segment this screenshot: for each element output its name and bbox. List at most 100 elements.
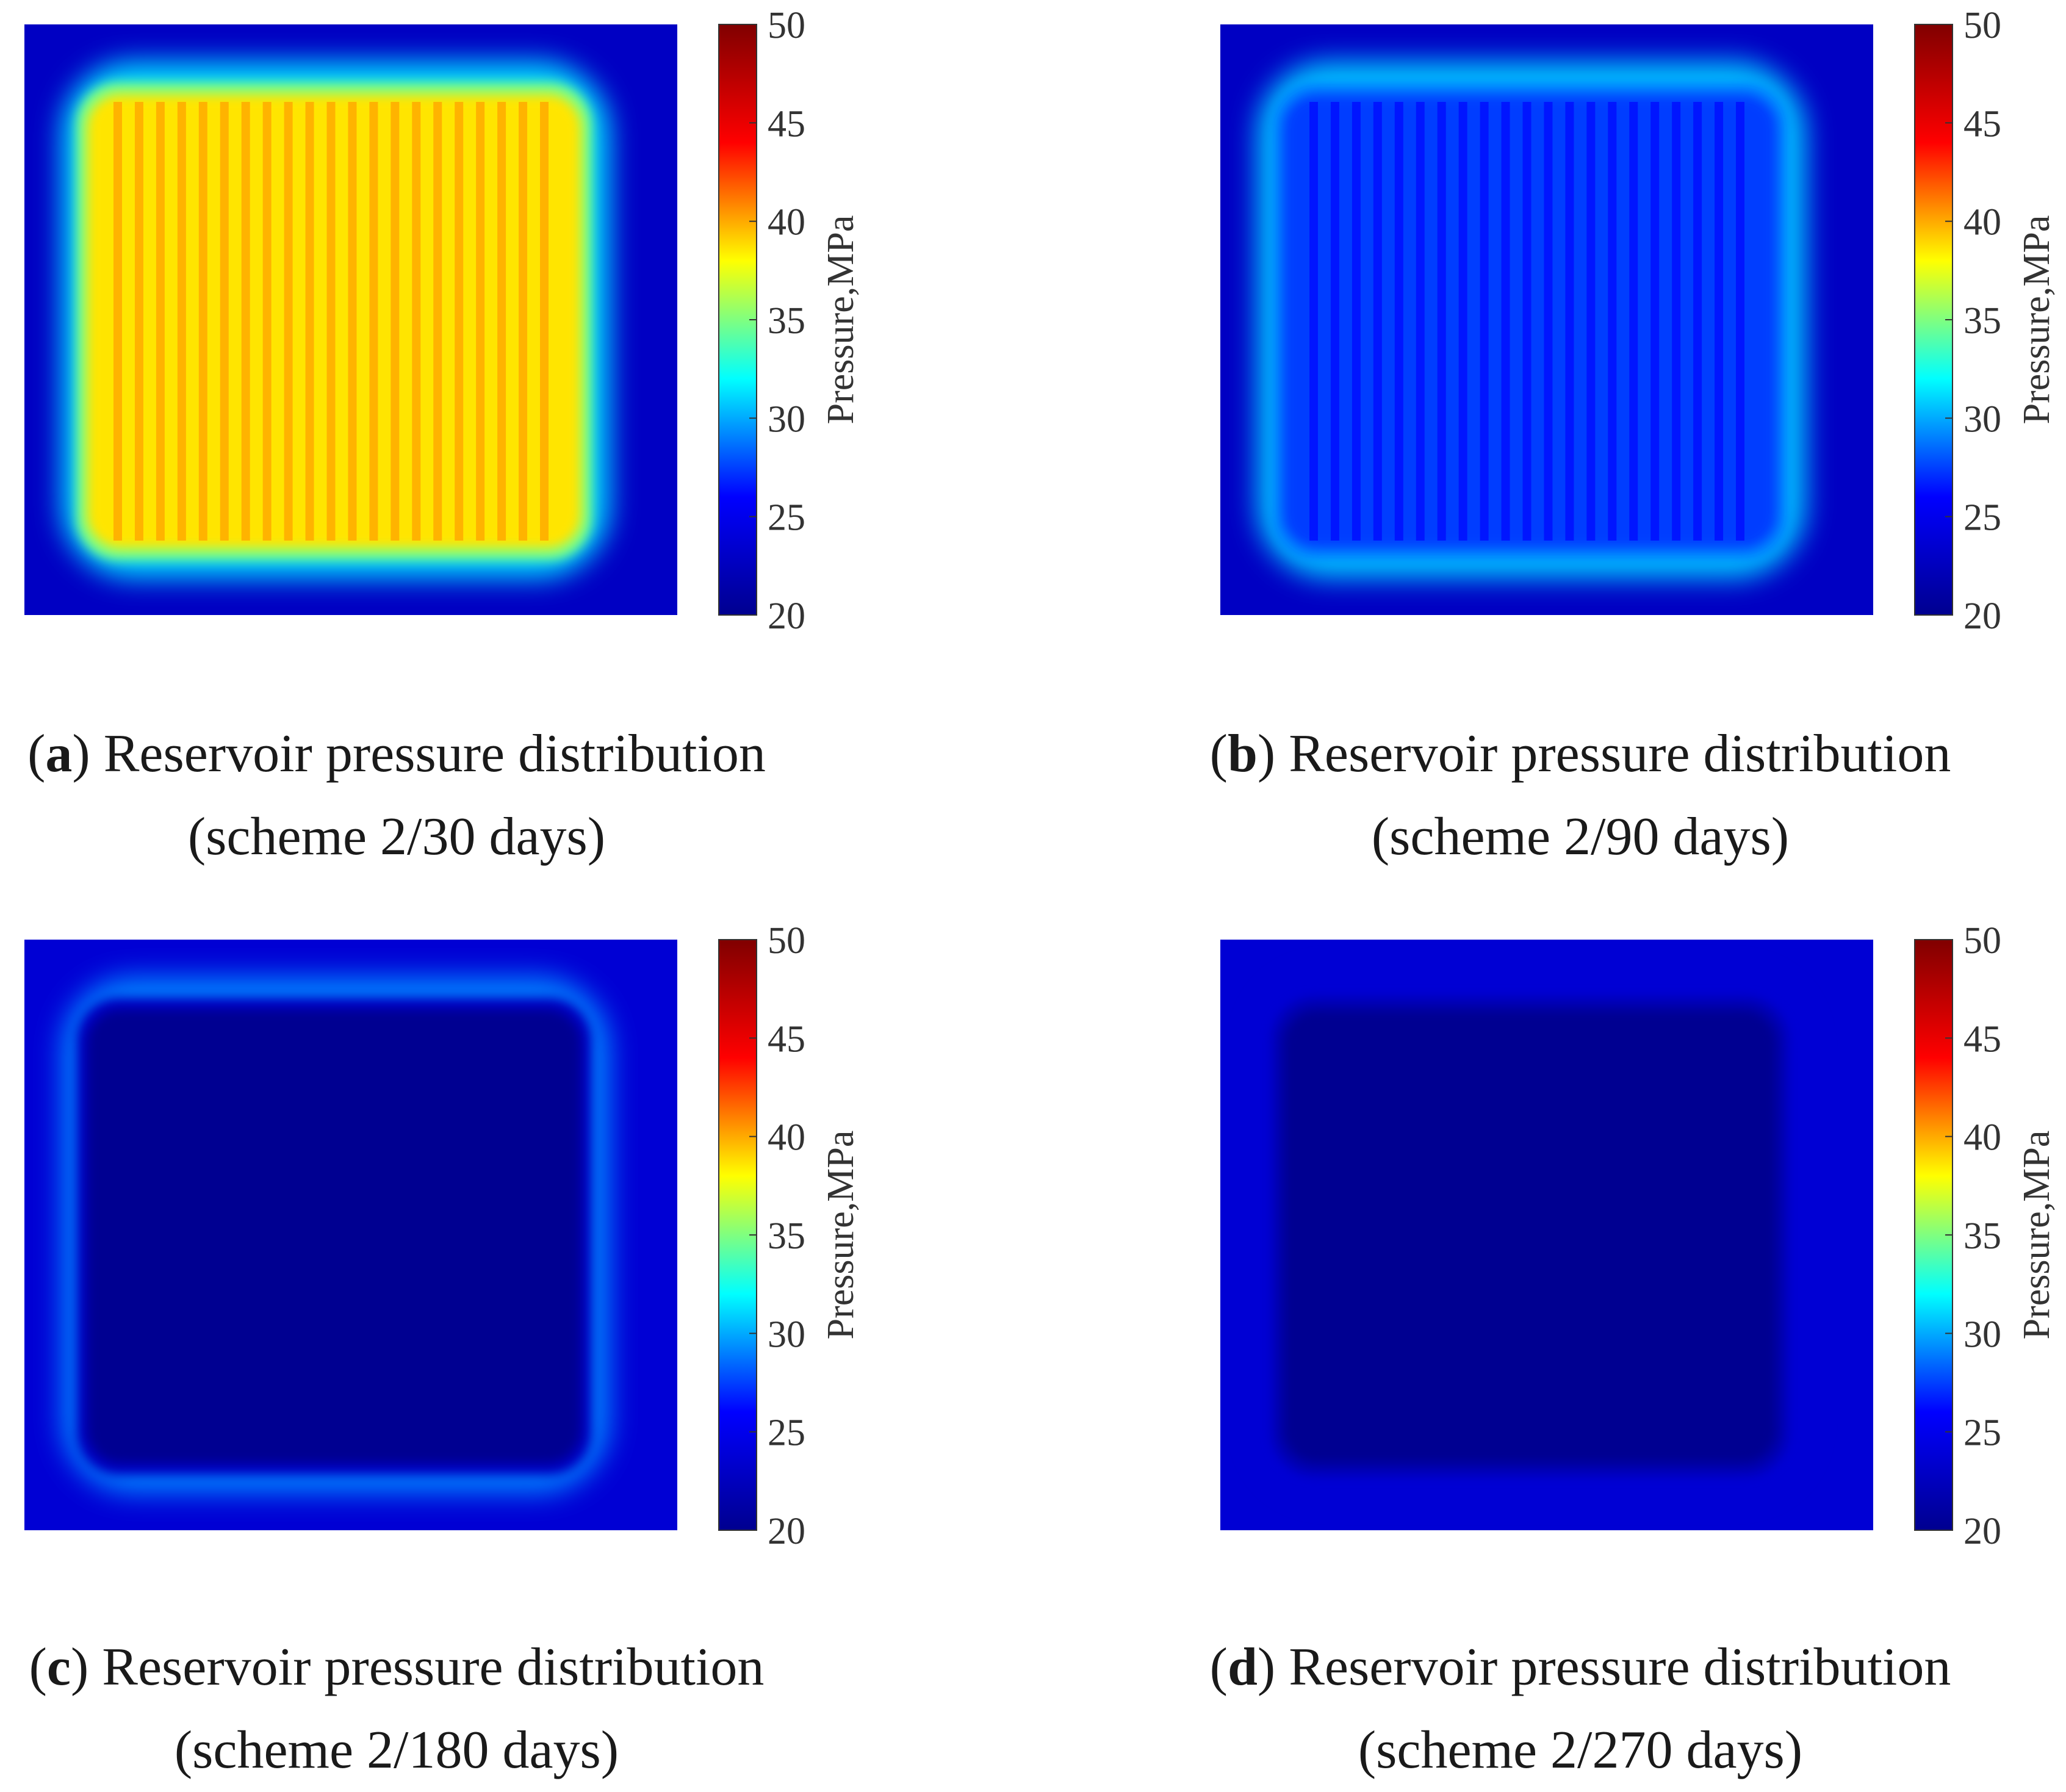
colorbar-tick-label: 40 — [768, 202, 805, 243]
fracture-stripe — [1693, 102, 1702, 541]
caption-a-line2: (scheme 2/30 days) — [187, 807, 606, 866]
panel-b: 50 45 40 35 30 25 20 Pressure,MPa (b) Reservoir… — [1196, 0, 2066, 891]
colorbar-label: Pressure,MPa — [2016, 1131, 2057, 1340]
fracture-stripe — [369, 102, 378, 541]
colorbar-tick-label: 20 — [1963, 1511, 2001, 1552]
colorbar-tick-label: 50 — [1963, 920, 2001, 962]
colorbar-tick-label: 45 — [768, 103, 805, 145]
colorbar-tick-label: 20 — [1963, 596, 2001, 637]
colorbar-tick-label: 40 — [1963, 202, 2001, 243]
caption-a-line1: (a) Reservoir pressure distribution — [27, 724, 766, 783]
fracture-stripe — [433, 102, 442, 541]
fracture-stripe — [156, 102, 165, 541]
colorbar-tick-label: 40 — [1963, 1117, 2001, 1159]
fracture-stripe — [1608, 102, 1617, 541]
caption-a-letter: a — [45, 724, 73, 783]
colorbar-tick-label: 35 — [768, 1215, 805, 1257]
colorbar-tick-label: 45 — [1963, 1018, 2001, 1060]
fracture-stripe — [1715, 102, 1724, 541]
colorbar-tick-label: 30 — [1963, 1314, 2001, 1355]
fracture-stripe — [241, 102, 250, 541]
panel-a: 50 45 40 35 30 25 20 Pressure,MPa (a) Reservoir… — [0, 0, 1033, 891]
fracture-stripe — [326, 102, 336, 541]
chart-d: 50 45 40 35 30 25 20 Pressure,MPa — [1220, 920, 2057, 1552]
caption-b-letter: b — [1227, 724, 1258, 783]
caption-b: (b) Reservoir pressure distribution (sch… — [1184, 713, 1977, 879]
colorbar-tick-label: 50 — [768, 5, 805, 46]
fracture-stripe — [1394, 102, 1403, 541]
panel-d: 50 45 40 35 30 25 20 Pressure,MPa (d) Reservoir… — [1196, 915, 2066, 1782]
fracture-stripe — [1309, 102, 1318, 541]
fracture-stripe — [1544, 102, 1553, 541]
colorbar-label: Pressure,MPa — [820, 215, 862, 425]
fracture-stripe — [1352, 102, 1361, 541]
colorbar-tick-label: 45 — [1963, 103, 2001, 145]
fracture-stripe — [1480, 102, 1489, 541]
colorbar-tick-label: 30 — [768, 1314, 805, 1355]
chart-c: 50 45 40 35 30 25 20 Pressure,MPa — [24, 920, 862, 1552]
fracture-stripe — [1522, 102, 1532, 541]
fracture-stripe — [1501, 102, 1510, 541]
colorbar-tick-label: 35 — [1963, 300, 2001, 342]
fracture-stripe — [476, 102, 485, 541]
heatmap-c — [24, 940, 677, 1530]
colorbar-tick-label: 30 — [1963, 398, 2001, 440]
caption-c-letter: c — [46, 1638, 71, 1697]
caption-a: (a) Reservoir pressure distribution (sch… — [0, 713, 793, 879]
fracture-stripe — [1736, 102, 1744, 541]
caption-b-line1: (b) Reservoir pressure distribution — [1209, 724, 1951, 783]
colorbar-tick-label: 50 — [1963, 5, 2001, 46]
fracture-stripe — [497, 102, 506, 541]
fracture-stripe — [1458, 102, 1467, 541]
colorbar-tick-label: 20 — [768, 596, 805, 637]
fracture-stripe — [1330, 102, 1339, 541]
caption-c: (c) Reservoir pressure distribution (sch… — [0, 1626, 793, 1792]
caption-a-title: Reservoir pressure distribution — [103, 724, 766, 783]
fracture-stripe — [391, 102, 400, 541]
heatmap-d — [1220, 940, 1873, 1530]
colorbar-tick-label: 30 — [768, 398, 805, 440]
fracture-stripe — [348, 102, 357, 541]
fracture-stripe — [540, 102, 549, 541]
fracture-stripe — [220, 102, 229, 541]
colorbar-label: Pressure,MPa — [820, 1131, 862, 1340]
fracture-stripe — [305, 102, 314, 541]
fracture-stripe — [1416, 102, 1425, 541]
colorbar-tick-label: 40 — [768, 1117, 805, 1159]
fracture-stripe — [519, 102, 528, 541]
heatmap-a — [24, 24, 677, 615]
fracture-stripe — [284, 102, 293, 541]
caption-d-line2: (scheme 2/270 days) — [1358, 1721, 1803, 1780]
fracture-stripe — [262, 102, 272, 541]
caption-d-line1: (d) Reservoir pressure distribution — [1209, 1638, 1951, 1697]
fracture-stripe — [177, 102, 186, 541]
chart-a: 50 45 40 35 30 25 20 Pressure,MPa — [24, 5, 862, 637]
colorbar-tick-label: 35 — [768, 300, 805, 342]
caption-d-title: Reservoir pressure distribution — [1289, 1638, 1951, 1697]
caption-d: (d) Reservoir pressure distribution (sch… — [1184, 1626, 1977, 1792]
fracture-stripe — [198, 102, 207, 541]
chart-b: 50 45 40 35 30 25 20 Pressure,MPa — [1220, 5, 2057, 637]
fracture-stripe — [1565, 102, 1574, 541]
caption-c-line1: (c) Reservoir pressure distribution — [29, 1638, 765, 1697]
fracture-stripe — [1373, 102, 1382, 541]
pressure-interior — [87, 1010, 581, 1463]
fracture-stripe — [1629, 102, 1638, 541]
fracture-stripe — [1650, 102, 1660, 541]
heatmap-b — [1220, 24, 1873, 615]
fracture-stripe — [1672, 102, 1681, 541]
colorbar-tick-label: 35 — [1963, 1215, 2001, 1257]
colorbar-tick-label: 45 — [768, 1018, 805, 1060]
caption-c-line2: (scheme 2/180 days) — [174, 1721, 619, 1780]
panel-c: 50 45 40 35 30 25 20 Pressure,MPa (c) Reservoir… — [0, 915, 1033, 1782]
fracture-stripe — [134, 102, 143, 541]
caption-b-line2: (scheme 2/90 days) — [1371, 807, 1790, 866]
colorbar-label: Pressure,MPa — [2016, 215, 2057, 425]
colorbar-tick-label: 20 — [768, 1511, 805, 1552]
colorbar-tick-label: 25 — [768, 497, 805, 539]
fracture-stripe — [412, 102, 421, 541]
colorbar-tick-label: 25 — [1963, 1412, 2001, 1454]
fracture-stripe — [113, 102, 122, 541]
pressure-interior — [1283, 1010, 1777, 1463]
caption-b-title: Reservoir pressure distribution — [1289, 724, 1951, 783]
